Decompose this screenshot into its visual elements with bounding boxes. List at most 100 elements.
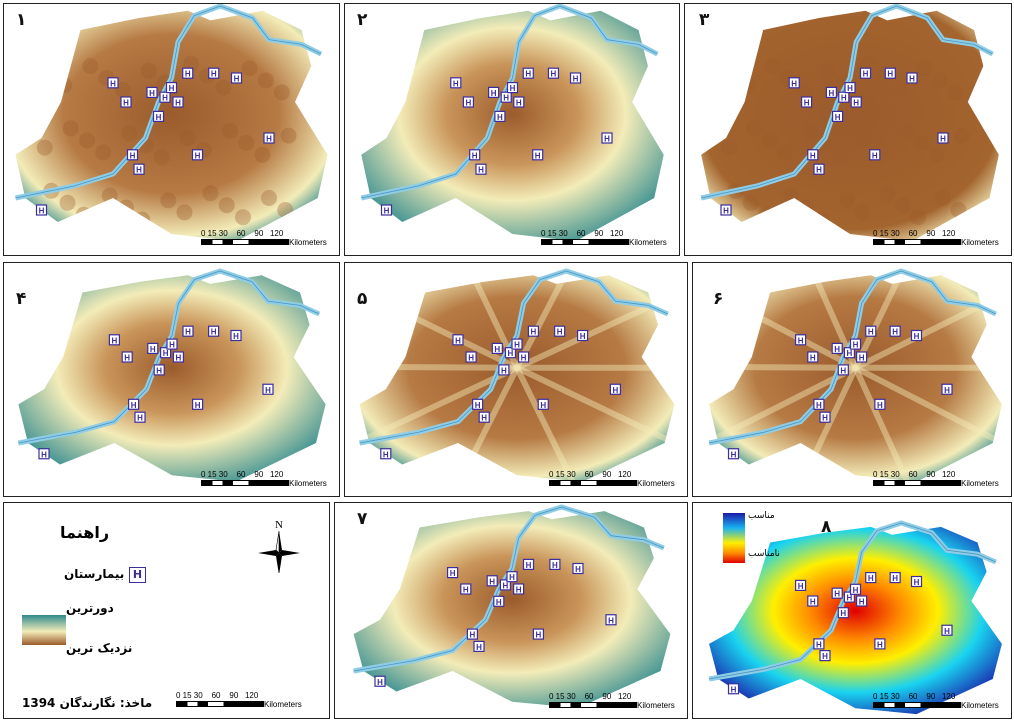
svg-text:H: H [136, 166, 142, 175]
hospital-icon [941, 383, 953, 395]
legend-panel: راهنما N H بیمارستان دورترین نزدیک ترین … [3, 502, 330, 719]
hospital-icon [107, 77, 119, 89]
near-legend-label: نزدیک ترین [66, 641, 133, 655]
hospital-icon [837, 364, 849, 376]
hospital-icon [263, 132, 275, 144]
hospital-icon [837, 607, 849, 619]
hospital-icon [800, 96, 813, 108]
hospital-icon [807, 149, 819, 161]
svg-text:H: H [535, 151, 541, 160]
svg-text:H: H [476, 643, 482, 652]
panel-number: ۸ [821, 517, 832, 537]
svg-text:H: H [514, 341, 520, 350]
hospital-icon [727, 683, 740, 695]
svg-text:H: H [478, 166, 484, 175]
svg-text:H: H [472, 151, 478, 160]
hospital-icon [35, 204, 48, 216]
hospital-icon [831, 342, 843, 355]
hospital-icon [843, 591, 855, 603]
svg-text:H: H [853, 586, 859, 595]
svg-text:H: H [575, 565, 581, 574]
hospital-icon [844, 81, 856, 94]
hospital-icon [522, 558, 535, 571]
svg-text:H: H [489, 577, 495, 586]
hospital-icon [850, 96, 862, 108]
hospital-icon [469, 149, 481, 161]
hospital-icon [532, 149, 544, 161]
hospital-icon [788, 77, 800, 89]
svg-text:H: H [211, 70, 217, 79]
panel-number: ۵ [357, 289, 368, 309]
svg-text:H: H [540, 401, 546, 410]
scale-bar: 0 15 30 60 90 120 Kilometers [541, 229, 667, 247]
svg-text:H: H [110, 79, 116, 88]
svg-text:H: H [798, 336, 804, 345]
hospital-icon [889, 571, 901, 584]
svg-text:H: H [798, 582, 804, 591]
hospital-icon [819, 650, 831, 662]
hospital-icon [849, 583, 862, 595]
hospital-icon [849, 338, 862, 350]
svg-text:H: H [112, 336, 118, 345]
hospital-icon [572, 562, 584, 575]
hospital-icon [147, 342, 159, 355]
svg-text:H: H [156, 113, 162, 122]
far-legend-label: دورترین [66, 601, 114, 615]
svg-text:H: H [810, 354, 816, 363]
svg-text:H: H [804, 99, 810, 108]
hospital-icon [794, 334, 807, 346]
svg-text:H: H [847, 84, 853, 93]
svg-text:H: H [608, 616, 614, 625]
svg-text:H: H [450, 569, 456, 578]
svg-text:H: H [233, 332, 239, 341]
hospital-icon [500, 91, 512, 103]
svg-text:H: H [868, 574, 874, 583]
hospital-icon [513, 96, 525, 108]
svg-text:H: H [868, 328, 874, 337]
panel-number: ۷ [357, 509, 368, 529]
svg-text:H: H [491, 89, 497, 98]
heat-legend-swatch [723, 513, 745, 563]
hospital-legend-icon: H [129, 567, 146, 583]
svg-text:H: H [162, 94, 168, 103]
hospital-icon [865, 325, 877, 337]
hospital-icon [165, 81, 178, 94]
hospital-icon [230, 329, 242, 342]
svg-text:H: H [509, 573, 515, 582]
hospital-icon [460, 583, 472, 595]
hospital-icon [491, 342, 503, 355]
hospital-icon [172, 351, 184, 363]
svg-text:H: H [503, 581, 509, 590]
hospital-icon [838, 91, 850, 103]
north-arrow: N [254, 517, 304, 573]
svg-text:H: H [463, 586, 469, 595]
hospital-icon [532, 628, 544, 640]
hospital-icon [884, 67, 896, 79]
hospital-icon [488, 86, 500, 99]
svg-text:H: H [551, 70, 557, 79]
hospital-icon [506, 571, 518, 583]
svg-text:H: H [847, 594, 853, 603]
svg-text:H: H [169, 84, 175, 93]
svg-text:H: H [834, 345, 840, 354]
hospital-icon [172, 96, 184, 108]
svg-text:H: H [384, 207, 390, 216]
hospital-icon [230, 72, 243, 84]
hospital-icon [262, 383, 274, 395]
hospital-icon [166, 338, 178, 350]
hospital-icon [522, 67, 534, 79]
hospital-icon [374, 675, 386, 687]
svg-text:H: H [163, 349, 169, 358]
svg-text:H: H [503, 94, 509, 103]
hospital-icon [472, 398, 484, 410]
hospital-icon [819, 411, 831, 423]
panel-number: ۴ [16, 289, 27, 309]
svg-text:H: H [822, 652, 828, 661]
hospital-icon [127, 398, 140, 410]
